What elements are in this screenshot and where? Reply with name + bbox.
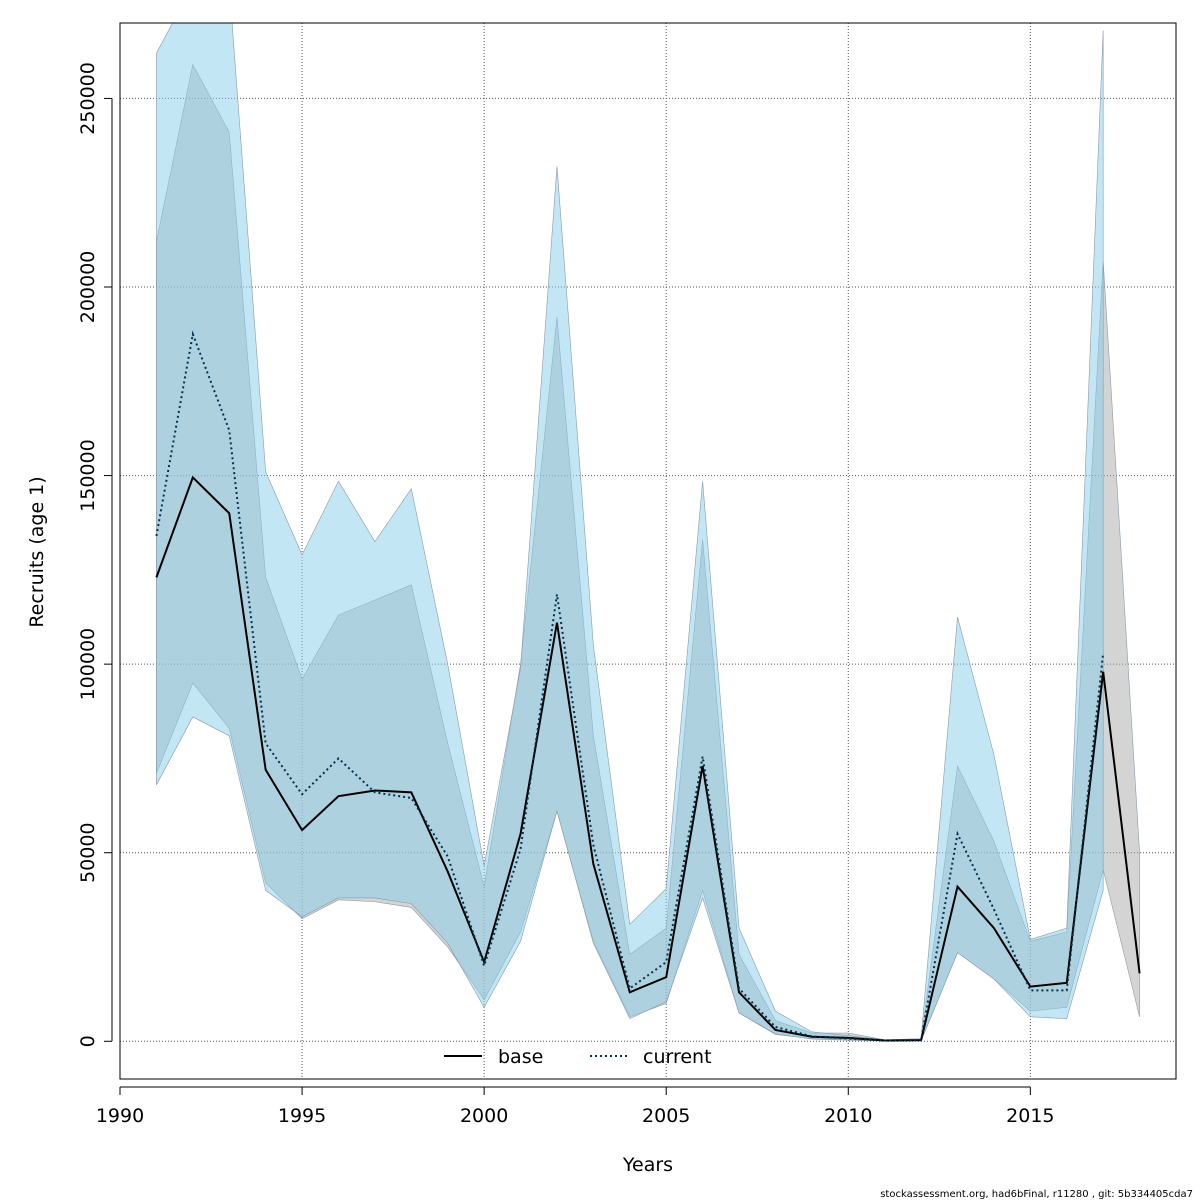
x-tick-label: 2015	[1006, 1105, 1054, 1127]
y-axis-title: Recruits (age 1)	[26, 476, 48, 627]
axes: 1990 1995 2000 2005 2010 2015 0 50000 100000 1500…	[77, 62, 1055, 1127]
x-tick-label: 2005	[642, 1105, 690, 1127]
x-tick-label: 1995	[278, 1105, 326, 1127]
x-axis-title: Years	[622, 1154, 673, 1176]
legend-label-base: base	[498, 1046, 543, 1068]
legend-label-current: current	[643, 1046, 712, 1068]
x-tick-label: 1990	[96, 1105, 144, 1127]
legend: base current	[444, 1046, 712, 1068]
footer-note: stockassessment.org, had6bFinal, r11280 …	[880, 1189, 1193, 1200]
line-current	[155, 330, 1105, 1042]
y-tick-label: 100000	[77, 628, 99, 701]
plot-frame	[119, 22, 1177, 1080]
line-base	[155, 475, 1141, 1042]
x-tick-label: 2000	[460, 1105, 508, 1127]
x-tick-label: 2010	[824, 1105, 872, 1127]
y-tick-label: 150000	[77, 439, 99, 512]
y-tick-label: 0	[77, 1035, 99, 1047]
band-current	[156, 23, 1104, 1042]
confidence-bands	[156, 23, 1140, 1042]
y-tick-label: 200000	[77, 251, 99, 324]
y-tick-label: 50000	[77, 822, 99, 882]
y-tick-label: 250000	[77, 62, 99, 135]
series-lines	[155, 330, 1141, 1042]
